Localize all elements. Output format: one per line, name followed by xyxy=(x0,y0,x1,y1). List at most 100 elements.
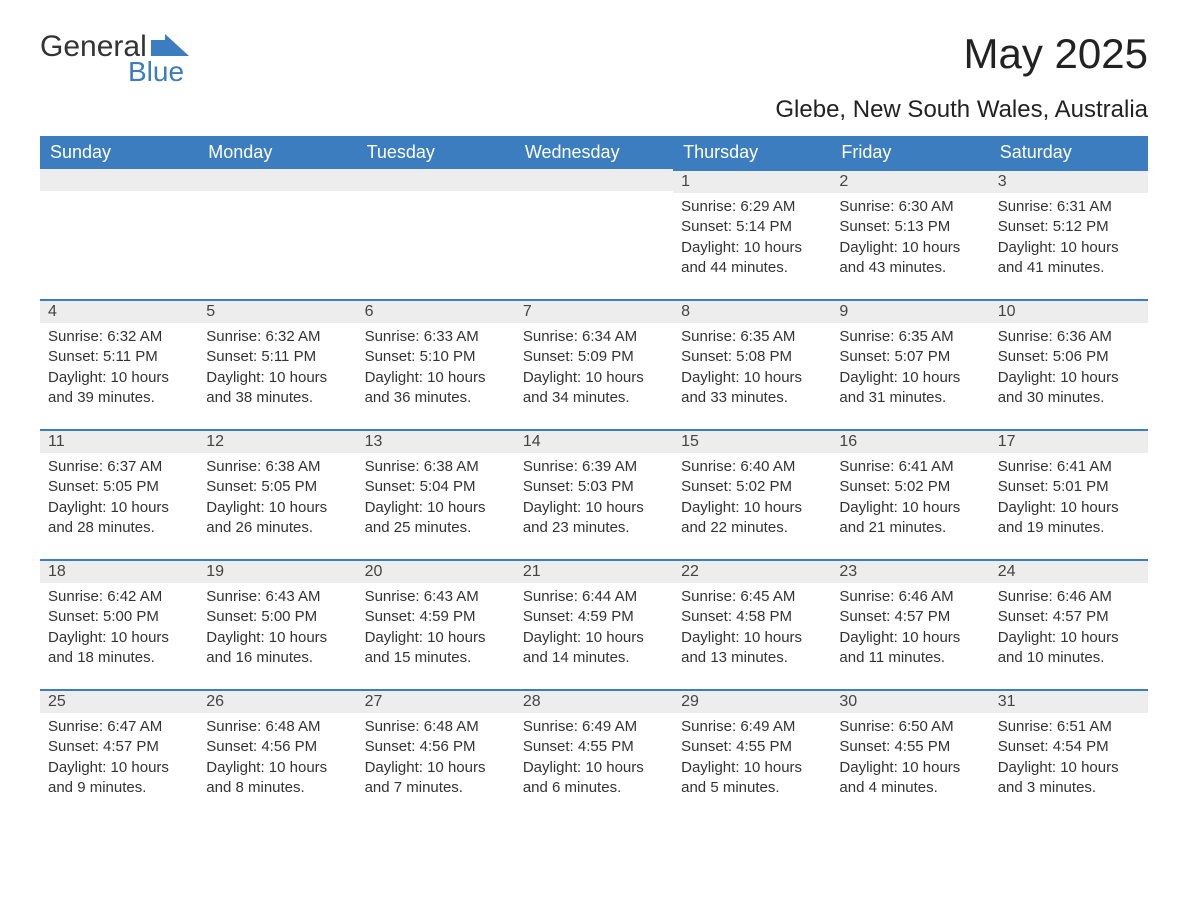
calendar-day-cell: 22Sunrise: 6:45 AMSunset: 4:58 PMDayligh… xyxy=(673,559,831,689)
calendar-day-cell: 21Sunrise: 6:44 AMSunset: 4:59 PMDayligh… xyxy=(515,559,673,689)
day-content: Sunrise: 6:50 AMSunset: 4:55 PMDaylight:… xyxy=(831,713,989,802)
daylight-text: Daylight: 10 hours and 38 minutes. xyxy=(206,368,348,409)
sunrise-text: Sunrise: 6:38 AM xyxy=(206,457,348,477)
day-number: 27 xyxy=(357,689,515,713)
daylight-text: Daylight: 10 hours and 19 minutes. xyxy=(998,498,1140,539)
day-content: Sunrise: 6:32 AMSunset: 5:11 PMDaylight:… xyxy=(40,323,198,412)
daylight-text: Daylight: 10 hours and 5 minutes. xyxy=(681,758,823,799)
calendar-day-cell: 11Sunrise: 6:37 AMSunset: 5:05 PMDayligh… xyxy=(40,429,198,559)
day-number: 6 xyxy=(357,299,515,323)
sunset-text: Sunset: 4:55 PM xyxy=(839,737,981,757)
daylight-text: Daylight: 10 hours and 11 minutes. xyxy=(839,628,981,669)
daylight-text: Daylight: 10 hours and 34 minutes. xyxy=(523,368,665,409)
sunset-text: Sunset: 5:01 PM xyxy=(998,477,1140,497)
sunset-text: Sunset: 5:12 PM xyxy=(998,217,1140,237)
sunrise-text: Sunrise: 6:49 AM xyxy=(523,717,665,737)
day-number: 7 xyxy=(515,299,673,323)
daylight-text: Daylight: 10 hours and 28 minutes. xyxy=(48,498,190,539)
day-content: Sunrise: 6:37 AMSunset: 5:05 PMDaylight:… xyxy=(40,453,198,542)
sunset-text: Sunset: 5:09 PM xyxy=(523,347,665,367)
day-number: 24 xyxy=(990,559,1148,583)
sunrise-text: Sunrise: 6:47 AM xyxy=(48,717,190,737)
day-number: 16 xyxy=(831,429,989,453)
daylight-text: Daylight: 10 hours and 44 minutes. xyxy=(681,238,823,279)
calendar-week-row: 4Sunrise: 6:32 AMSunset: 5:11 PMDaylight… xyxy=(40,299,1148,429)
day-content: Sunrise: 6:39 AMSunset: 5:03 PMDaylight:… xyxy=(515,453,673,542)
weekday-header: Friday xyxy=(831,136,989,169)
sunrise-text: Sunrise: 6:36 AM xyxy=(998,327,1140,347)
calendar-day-cell: 12 Sunrise: 6:38 AMSunset: 5:05 PMDayligh… xyxy=(198,429,356,559)
daylight-text: Daylight: 10 hours and 43 minutes. xyxy=(839,238,981,279)
calendar-day-cell xyxy=(357,169,515,299)
empty-day-bar xyxy=(515,169,673,191)
sunrise-text: Sunrise: 6:31 AM xyxy=(998,197,1140,217)
calendar-day-cell: 6Sunrise: 6:33 AMSunset: 5:10 PMDaylight… xyxy=(357,299,515,429)
day-number: 23 xyxy=(831,559,989,583)
empty-day-bar xyxy=(357,169,515,191)
sunrise-text: Sunrise: 6:41 AM xyxy=(839,457,981,477)
calendar-week-row: 25Sunrise: 6:47 AMSunset: 4:57 PMDayligh… xyxy=(40,689,1148,819)
day-number: 26 xyxy=(198,689,356,713)
sunrise-text: Sunrise: 6:35 AM xyxy=(839,327,981,347)
day-number: 11 xyxy=(40,429,198,453)
sunrise-text: Sunrise: 6:51 AM xyxy=(998,717,1140,737)
day-content: Sunrise: 6:49 AMSunset: 4:55 PMDaylight:… xyxy=(673,713,831,802)
calendar-day-cell: 26Sunrise: 6:48 AMSunset: 4:56 PMDayligh… xyxy=(198,689,356,819)
daylight-text: Daylight: 10 hours and 22 minutes. xyxy=(681,498,823,539)
sunset-text: Sunset: 5:13 PM xyxy=(839,217,981,237)
calendar-day-cell: 29Sunrise: 6:49 AMSunset: 4:55 PMDayligh… xyxy=(673,689,831,819)
sunrise-text: Sunrise: 6:44 AM xyxy=(523,587,665,607)
sunrise-text: Sunrise: 6:32 AM xyxy=(48,327,190,347)
sunset-text: Sunset: 5:00 PM xyxy=(48,607,190,627)
calendar-day-cell: 31Sunrise: 6:51 AMSunset: 4:54 PMDayligh… xyxy=(990,689,1148,819)
sunset-text: Sunset: 4:55 PM xyxy=(681,737,823,757)
header: General Blue May 2025 xyxy=(40,30,1148,88)
weekday-header: Thursday xyxy=(673,136,831,169)
daylight-text: Daylight: 10 hours and 25 minutes. xyxy=(365,498,507,539)
sunrise-text: Sunrise: 6:32 AM xyxy=(206,327,348,347)
calendar-day-cell: 18Sunrise: 6:42 AMSunset: 5:00 PMDayligh… xyxy=(40,559,198,689)
sunrise-text: Sunrise: 6:40 AM xyxy=(681,457,823,477)
sunrise-text: Sunrise: 6:39 AM xyxy=(523,457,665,477)
sunrise-text: Sunrise: 6:29 AM xyxy=(681,197,823,217)
day-content: Sunrise: 6:29 AMSunset: 5:14 PMDaylight:… xyxy=(673,193,831,282)
calendar-day-cell: 19Sunrise: 6:43 AMSunset: 5:00 PMDayligh… xyxy=(198,559,356,689)
day-number: 12 xyxy=(198,429,356,453)
daylight-text: Daylight: 10 hours and 26 minutes. xyxy=(206,498,348,539)
sunset-text: Sunset: 4:56 PM xyxy=(365,737,507,757)
day-content: Sunrise: 6:35 AMSunset: 5:07 PMDaylight:… xyxy=(831,323,989,412)
calendar-day-cell: 10Sunrise: 6:36 AMSunset: 5:06 PMDayligh… xyxy=(990,299,1148,429)
sunset-text: Sunset: 4:56 PM xyxy=(206,737,348,757)
day-number: 19 xyxy=(198,559,356,583)
calendar-day-cell: 9Sunrise: 6:35 AMSunset: 5:07 PMDaylight… xyxy=(831,299,989,429)
day-number: 10 xyxy=(990,299,1148,323)
calendar-day-cell: 16Sunrise: 6:41 AMSunset: 5:02 PMDayligh… xyxy=(831,429,989,559)
sunset-text: Sunset: 4:59 PM xyxy=(365,607,507,627)
sunrise-text: Sunrise: 6:35 AM xyxy=(681,327,823,347)
calendar-day-cell: 25Sunrise: 6:47 AMSunset: 4:57 PMDayligh… xyxy=(40,689,198,819)
sunset-text: Sunset: 5:02 PM xyxy=(681,477,823,497)
sunset-text: Sunset: 4:55 PM xyxy=(523,737,665,757)
day-number: 15 xyxy=(673,429,831,453)
sunset-text: Sunset: 5:05 PM xyxy=(48,477,190,497)
daylight-text: Daylight: 10 hours and 30 minutes. xyxy=(998,368,1140,409)
day-number: 30 xyxy=(831,689,989,713)
calendar-day-cell: 30Sunrise: 6:50 AMSunset: 4:55 PMDayligh… xyxy=(831,689,989,819)
day-number: 14 xyxy=(515,429,673,453)
sunrise-text: Sunrise: 6:33 AM xyxy=(365,327,507,347)
daylight-text: Daylight: 10 hours and 39 minutes. xyxy=(48,368,190,409)
page-title: May 2025 xyxy=(964,30,1148,78)
calendar-day-cell: 7Sunrise: 6:34 AMSunset: 5:09 PMDaylight… xyxy=(515,299,673,429)
daylight-text: Daylight: 10 hours and 36 minutes. xyxy=(365,368,507,409)
day-content: Sunrise: 6:46 AMSunset: 4:57 PMDaylight:… xyxy=(990,583,1148,672)
sunset-text: Sunset: 5:05 PM xyxy=(206,477,348,497)
calendar-day-cell: 24Sunrise: 6:46 AMSunset: 4:57 PMDayligh… xyxy=(990,559,1148,689)
calendar-day-cell xyxy=(40,169,198,299)
day-number: 22 xyxy=(673,559,831,583)
sunset-text: Sunset: 5:11 PM xyxy=(48,347,190,367)
daylight-text: Daylight: 10 hours and 21 minutes. xyxy=(839,498,981,539)
sunrise-text: Sunrise: 6:43 AM xyxy=(206,587,348,607)
logo: General Blue xyxy=(40,30,189,88)
daylight-text: Daylight: 10 hours and 14 minutes. xyxy=(523,628,665,669)
weekday-header: Sunday xyxy=(40,136,198,169)
